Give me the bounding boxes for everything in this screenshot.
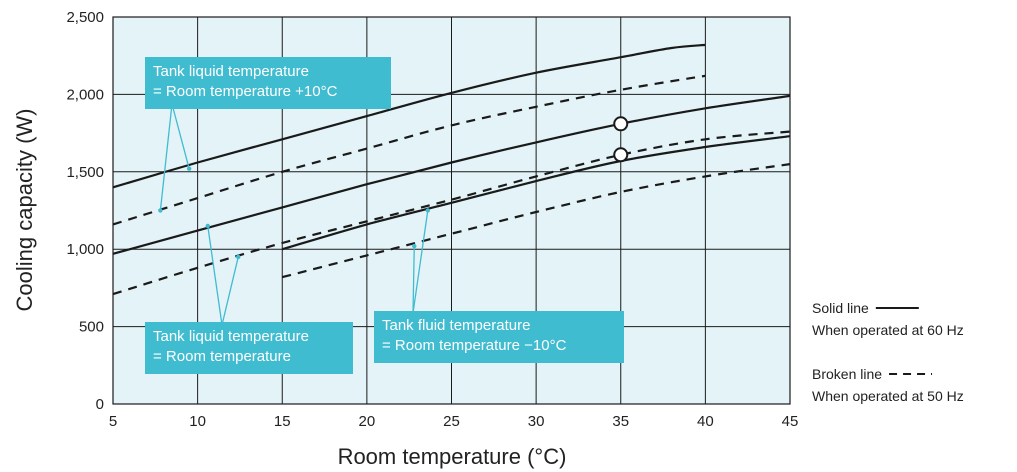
y-tick-label: 1,500 <box>66 164 104 181</box>
x-tick-label: 30 <box>528 413 545 430</box>
callout-leader-dot <box>236 254 241 260</box>
callout-leader-dot <box>205 223 210 229</box>
callout-leader-dot <box>158 208 163 213</box>
x-tick-label: 5 <box>109 413 117 430</box>
x-tick-label: 15 <box>274 413 291 430</box>
series-line-1 <box>112 43 706 189</box>
x-tick-labels: 5 10 15 20 25 30 35 40 45 <box>109 413 799 430</box>
callout-leader <box>221 256 239 326</box>
callout-box <box>145 57 391 109</box>
series-line-4 <box>112 130 791 296</box>
callout-text: Tank liquid temperature <box>153 328 309 345</box>
callout-text: = Room temperature +10°C <box>153 83 338 100</box>
x-tick-label: 10 <box>189 413 206 430</box>
callout-leaders <box>158 103 431 326</box>
y-tick-label: 2,000 <box>66 86 104 103</box>
x-axis-title: Room temperature (°C) <box>338 444 567 469</box>
series-line-6 <box>282 163 791 279</box>
callout-leader-dot <box>412 243 417 249</box>
legend-description: When operated at 60 Hz <box>812 322 964 338</box>
legend-description: When operated at 50 Hz <box>812 388 964 404</box>
legend-style-label: Broken line <box>812 366 882 382</box>
callout-leader <box>207 225 223 326</box>
callout-text: Tank liquid temperature <box>153 63 309 80</box>
callout-leader-dot <box>186 166 192 171</box>
legend-style-label: Solid line <box>812 300 869 316</box>
legend: Solid line When operated at 60 Hz Broken l… <box>812 300 964 404</box>
x-tick-label: 20 <box>359 413 376 430</box>
x-tick-label: 25 <box>443 413 460 430</box>
series-line-2 <box>112 74 706 226</box>
y-axis-title: Cooling capacity (W) <box>12 109 37 312</box>
highlight-point <box>613 116 629 132</box>
callout-box <box>374 311 624 363</box>
x-tick-label: 35 <box>612 413 629 430</box>
highlight-points <box>613 116 629 163</box>
plot-frame <box>112 16 791 405</box>
callouts: Tank liquid temperature = Room temperatur… <box>145 57 624 374</box>
x-tick-label: 40 <box>697 413 714 430</box>
series-lines <box>112 43 791 296</box>
series-line-3 <box>112 94 791 255</box>
callout-text: = Room temperature <box>153 348 291 365</box>
series-line-5 <box>281 135 791 251</box>
callout-leader <box>412 210 429 314</box>
highlight-point <box>613 147 629 163</box>
callout-box <box>145 322 353 374</box>
callout-text: = Room temperature −10°C <box>382 337 567 354</box>
y-tick-labels: 0 500 1,000 1,500 2,000 2,500 <box>66 9 104 413</box>
y-tick-label: 0 <box>96 396 104 413</box>
y-tick-label: 1,000 <box>66 241 104 258</box>
callout-leader <box>412 246 415 314</box>
callout-leader <box>159 103 173 211</box>
callout-text: Tank fluid temperature <box>382 317 530 334</box>
y-tick-label: 500 <box>79 319 104 336</box>
callout-leader-dot <box>425 208 431 213</box>
x-tick-label: 45 <box>782 413 799 430</box>
y-tick-label: 2,500 <box>66 9 104 26</box>
callout-leader <box>171 103 190 169</box>
